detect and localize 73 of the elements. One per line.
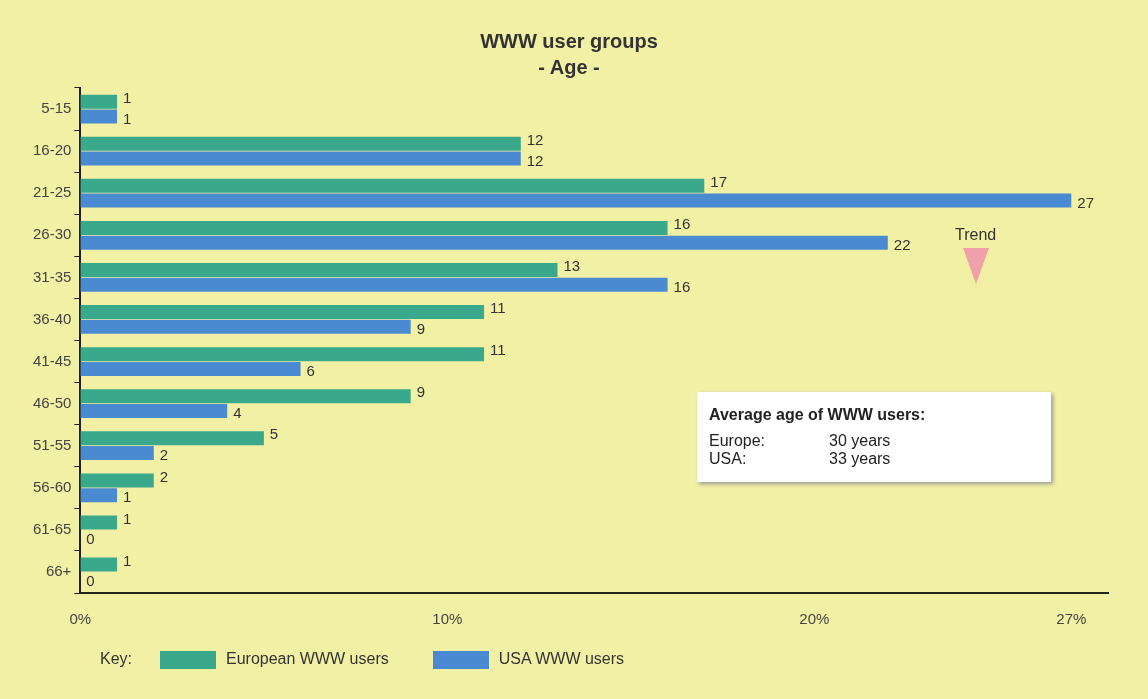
bar bbox=[80, 220, 668, 235]
data-label: 0 bbox=[86, 572, 95, 590]
y-tick-label: 66+ bbox=[45, 562, 72, 580]
data-label: 1 bbox=[123, 551, 132, 569]
bar bbox=[80, 515, 118, 530]
y-tick-label: 21-25 bbox=[32, 183, 72, 201]
bar bbox=[80, 109, 118, 124]
data-label: 17 bbox=[710, 172, 727, 190]
bar bbox=[80, 136, 521, 151]
data-label: 2 bbox=[159, 467, 169, 485]
bar bbox=[80, 488, 118, 503]
data-label: 11 bbox=[490, 341, 506, 359]
data-label: 2 bbox=[159, 446, 169, 464]
data-label: 16 bbox=[673, 277, 691, 295]
chart-title: WWW user groups bbox=[480, 29, 658, 52]
bar bbox=[80, 446, 154, 461]
data-label: 0 bbox=[86, 530, 95, 548]
data-label: 12 bbox=[526, 151, 544, 169]
data-label: 6 bbox=[306, 362, 315, 380]
data-label: 1 bbox=[123, 88, 132, 106]
data-label: 4 bbox=[233, 404, 242, 422]
data-label: 9 bbox=[416, 383, 426, 401]
bar bbox=[80, 277, 668, 292]
bar bbox=[80, 263, 558, 278]
bar bbox=[80, 347, 485, 362]
bar bbox=[80, 193, 1072, 208]
bar bbox=[80, 389, 411, 404]
x-tick-label: 0% bbox=[69, 610, 92, 628]
data-label: 22 bbox=[893, 235, 911, 253]
bar bbox=[80, 403, 228, 418]
annotation: 30 years bbox=[829, 432, 892, 450]
bar bbox=[80, 557, 118, 572]
legend-label: European WWW users bbox=[225, 650, 389, 669]
x-tick-label: 27% bbox=[1056, 610, 1087, 628]
bar bbox=[80, 178, 705, 193]
x-tick-label: 10% bbox=[432, 610, 463, 628]
data-label: 12 bbox=[526, 130, 544, 148]
bar bbox=[80, 94, 118, 109]
annotation: USA: bbox=[709, 450, 748, 468]
data-label: 1 bbox=[123, 509, 132, 527]
data-label: 1 bbox=[123, 109, 132, 127]
y-tick-label: 36-40 bbox=[32, 309, 72, 327]
data-label: 1 bbox=[123, 488, 132, 506]
data-label: 27 bbox=[1077, 193, 1094, 211]
data-label: 13 bbox=[563, 257, 581, 275]
y-tick-label: 56-60 bbox=[32, 477, 72, 495]
annotation: Trend bbox=[955, 226, 997, 244]
bar bbox=[80, 431, 264, 446]
bar bbox=[80, 473, 154, 488]
data-label: 16 bbox=[673, 215, 691, 233]
legend-title: Key: bbox=[100, 650, 133, 669]
y-tick-label: 31-35 bbox=[32, 267, 72, 285]
y-tick-label: 5-15 bbox=[41, 99, 72, 117]
y-tick-label: 61-65 bbox=[32, 520, 72, 538]
bar bbox=[80, 151, 521, 166]
bar bbox=[80, 361, 301, 376]
annotation: Average age of WWW users: bbox=[709, 406, 927, 424]
data-label: 11 bbox=[490, 299, 506, 317]
y-tick-label: 16-20 bbox=[32, 141, 72, 159]
y-tick-label: 46-50 bbox=[32, 393, 72, 411]
data-label: 5 bbox=[269, 425, 279, 443]
y-tick-label: 26-30 bbox=[32, 225, 72, 243]
legend-label: USA WWW users bbox=[497, 650, 625, 669]
x-tick-label: 20% bbox=[799, 610, 830, 628]
chart-subtitle: - Age - bbox=[538, 55, 600, 78]
bar bbox=[80, 319, 411, 334]
y-tick-label: 41-45 bbox=[32, 351, 72, 369]
data-label: 9 bbox=[416, 319, 426, 337]
annotation: 33 years bbox=[829, 450, 892, 468]
annotation: Europe: bbox=[709, 432, 767, 450]
bar bbox=[80, 305, 485, 320]
y-tick-label: 51-55 bbox=[32, 435, 72, 453]
bar bbox=[80, 235, 888, 250]
